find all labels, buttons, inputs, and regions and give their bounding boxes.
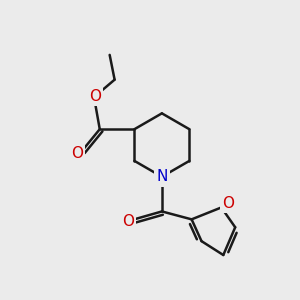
Text: N: N bbox=[156, 169, 168, 184]
Text: O: O bbox=[122, 214, 134, 229]
Text: O: O bbox=[222, 196, 234, 211]
Text: O: O bbox=[89, 89, 101, 104]
Text: O: O bbox=[71, 146, 83, 161]
